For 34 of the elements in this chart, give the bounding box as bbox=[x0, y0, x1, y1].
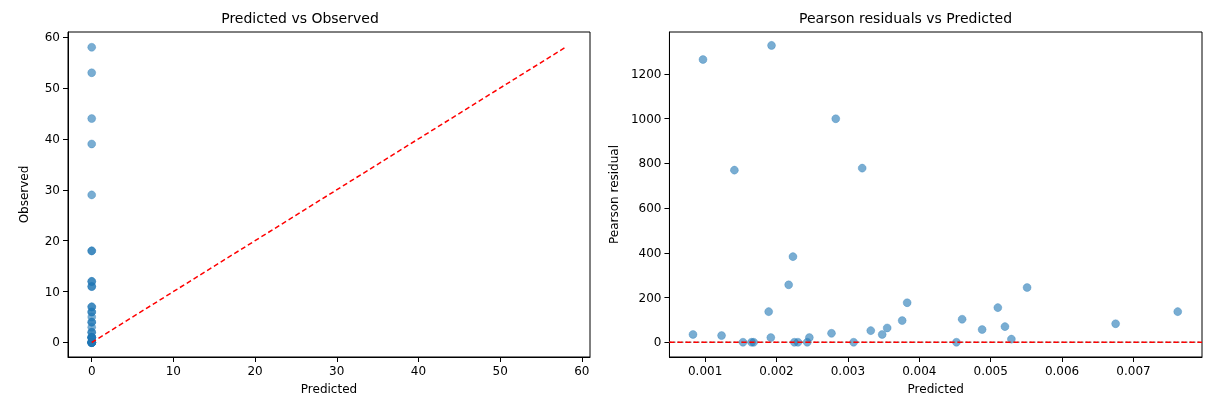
x-tick-label: 0 bbox=[87, 364, 96, 378]
chart-title: Pearson residuals vs Predicted bbox=[798, 10, 1013, 26]
y-axis-title: Observed bbox=[17, 165, 31, 224]
y-tick-label: 40 bbox=[44, 131, 60, 146]
y-tick-label: 10 bbox=[44, 284, 60, 299]
x-tick-label: 0.006 bbox=[1044, 364, 1080, 378]
x-tick-label: 50 bbox=[492, 364, 508, 378]
y-tick-label: 400 bbox=[638, 245, 662, 260]
y-tick-label: 20 bbox=[44, 233, 60, 248]
y-tick-label: 60 bbox=[44, 30, 60, 45]
x-tick-label: 20 bbox=[247, 364, 263, 378]
y-tick-label: 0 bbox=[52, 335, 60, 350]
y-tick-label: 800 bbox=[638, 156, 662, 171]
y-tick-label: 200 bbox=[638, 290, 662, 305]
x-tick-label: 0.003 bbox=[830, 364, 866, 378]
y-tick-label: 600 bbox=[638, 201, 662, 216]
x-tick-label: 0.002 bbox=[759, 364, 794, 378]
x-tick-label: 0.001 bbox=[687, 364, 723, 378]
x-tick-label: 10 bbox=[165, 364, 182, 378]
chart-title: Predicted vs Observed bbox=[221, 10, 379, 26]
x-axis-title: Predicted bbox=[907, 382, 964, 396]
y-axis-title: Pearson residual bbox=[607, 144, 621, 245]
x-tick-label: 40 bbox=[410, 364, 427, 378]
y-tick-label: 50 bbox=[44, 80, 60, 95]
y-tick-label: 1200 bbox=[630, 67, 662, 82]
y-tick-label: 1000 bbox=[630, 111, 662, 126]
x-tick-label: 30 bbox=[329, 364, 345, 378]
y-tick-label: 30 bbox=[44, 182, 60, 197]
y-tick-label: 0 bbox=[653, 335, 662, 350]
x-tick-label: 0.005 bbox=[973, 364, 1008, 378]
x-tick-label: 0.007 bbox=[1116, 364, 1151, 378]
x-axis-title: Predicted bbox=[300, 382, 358, 396]
x-tick-label: 60 bbox=[574, 364, 590, 378]
x-tick-label: 0.004 bbox=[902, 364, 937, 378]
